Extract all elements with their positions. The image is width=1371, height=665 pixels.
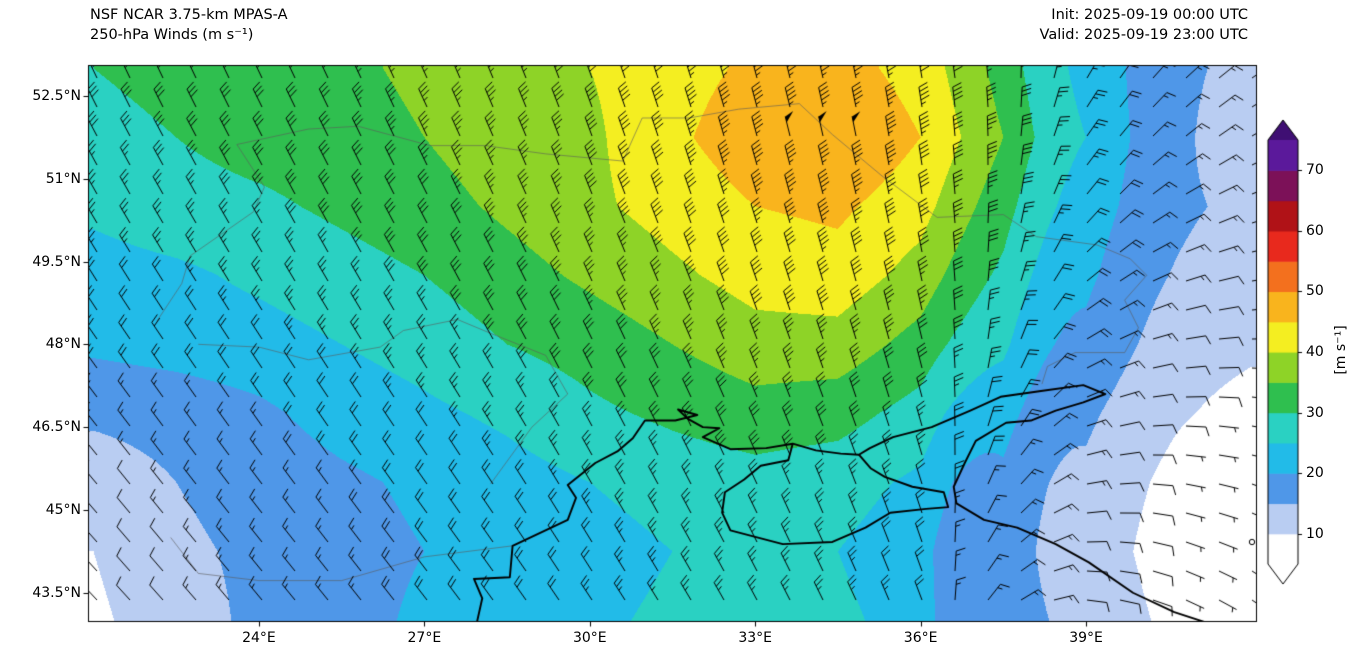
y-tick-label: 51°N [45,170,81,187]
x-tick-label: 39°E [1069,630,1103,646]
colorbar-tick-label: 30 [1306,404,1324,421]
x-tick-label: 27°E [407,630,442,646]
x-tick-label: 36°E [903,630,938,646]
figure-title-line2: 250-hPa Winds (m s⁻¹) [90,27,254,43]
y-tick-label: 52.5°N [32,87,81,104]
colorbar-tick-label: 10 [1306,525,1324,542]
colorbar-tick-label: 50 [1306,283,1324,300]
colorbar-unit-label: [m s⁻¹] [1333,325,1349,375]
y-tick-label: 43.5°N [32,584,81,601]
colorbar-tick-label: 40 [1306,344,1324,360]
y-tick-label: 46.5°N [32,419,81,436]
figure-title-line1: NSF NCAR 3.75-km MPAS-A [90,7,288,23]
y-tick-label: 49.5°N [32,253,81,270]
y-tick-label: 45°N [45,501,81,518]
x-tick-label: 33°E [738,630,773,646]
y-tick-label: 48°N [45,336,81,353]
x-tick-label: 24°E [242,630,276,646]
colorbar-tick-label: 70 [1306,162,1324,179]
valid-time-label: Valid: 2025-09-19 23:00 UTC [1039,27,1248,43]
init-time-label: Init: 2025-09-19 00:00 UTC [1051,7,1248,23]
colorbar-tick-label: 60 [1306,222,1324,239]
colorbar-tick-label: 20 [1306,465,1324,482]
x-tick-label: 30°E [572,630,607,646]
